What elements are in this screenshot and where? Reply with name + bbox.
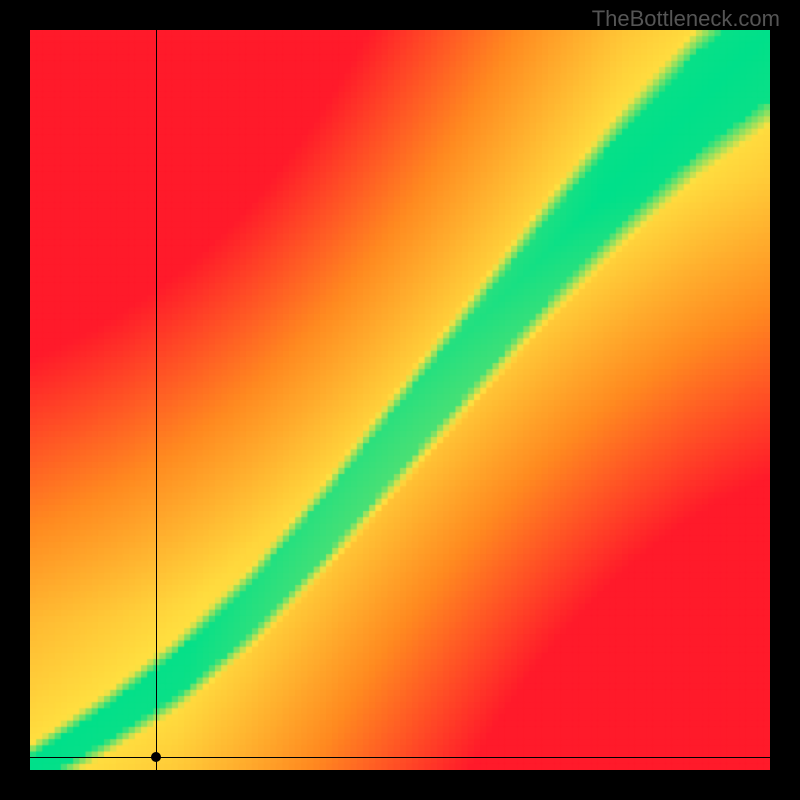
watermark-text: TheBottleneck.com [592,6,780,32]
heatmap-plot [30,30,770,770]
crosshair-vertical [156,30,157,770]
crosshair-marker-dot [151,752,161,762]
heatmap-canvas [30,30,770,770]
crosshair-horizontal [30,757,770,758]
